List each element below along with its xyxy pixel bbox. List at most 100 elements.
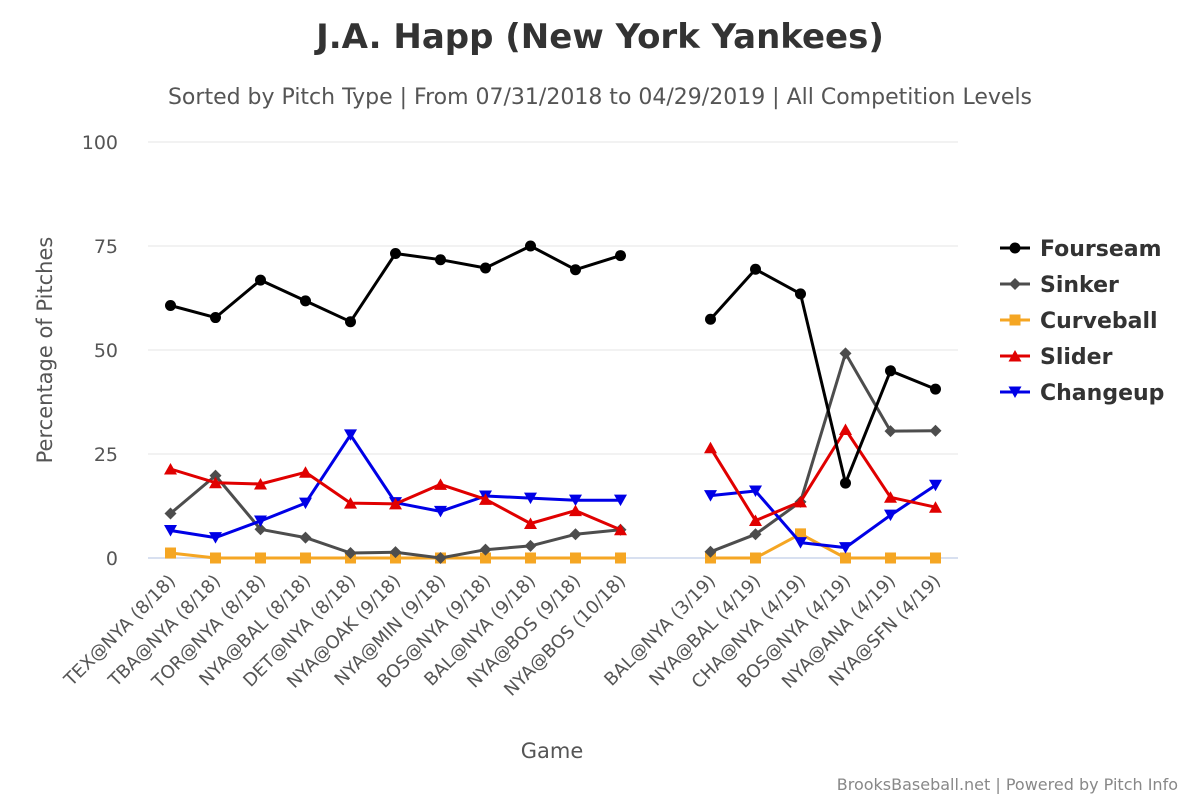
legend-item-curveball: Curveball (1000, 309, 1158, 334)
chart-subtitle: Sorted by Pitch Type | From 07/31/2018 t… (168, 85, 1032, 110)
legend-item-changeup: Changeup (1000, 381, 1164, 406)
point-sinker (344, 547, 357, 560)
series-fourseam (165, 240, 941, 489)
point-slider (929, 501, 942, 513)
point-sinker (254, 523, 267, 536)
legend: Fourseam Sinker Curveball Slider Changeup (1000, 237, 1164, 406)
chart-title: J.A. Happ (New York Yankees) (314, 17, 884, 57)
point-changeup (794, 537, 807, 549)
point-slider (569, 504, 582, 517)
point-changeup (254, 515, 267, 527)
y-tick-label: 50 (94, 340, 118, 362)
legend-marker (1008, 386, 1022, 398)
point-fourseam (930, 383, 941, 395)
point-slider (434, 478, 447, 490)
point-changeup (884, 509, 897, 522)
y-tick-label: 100 (82, 132, 118, 154)
series-line-sinker-1 (709, 351, 937, 554)
point-slider (254, 477, 267, 490)
point-curveball (255, 552, 266, 564)
series-group (164, 240, 942, 564)
point-fourseam (705, 313, 716, 325)
point-curveball (840, 552, 851, 564)
point-slider (704, 441, 717, 454)
y-tick-label: 25 (94, 444, 118, 466)
series-line-changeup-0 (169, 433, 622, 540)
point-slider (749, 514, 762, 527)
point-sinker (164, 507, 177, 520)
point-fourseam (795, 288, 806, 300)
point-slider (344, 497, 357, 509)
point-curveball (885, 552, 896, 564)
point-curveball (930, 552, 941, 564)
legend-label: Fourseam (1040, 237, 1162, 262)
point-fourseam (210, 312, 221, 324)
y-axis-label: Percentage of Pitches (33, 237, 57, 464)
point-sinker (929, 424, 942, 437)
legend-label: Slider (1040, 345, 1113, 370)
point-changeup (524, 492, 537, 505)
point-changeup (839, 542, 852, 554)
legend-item-slider: Slider (1000, 345, 1113, 370)
point-slider (524, 517, 537, 529)
point-fourseam (570, 264, 581, 276)
point-fourseam (390, 247, 401, 259)
point-sinker (209, 469, 222, 482)
point-changeup (209, 532, 222, 544)
point-slider (839, 423, 852, 435)
point-curveball (525, 552, 536, 564)
point-sinker (389, 546, 402, 559)
x-axis-label: Game (521, 739, 584, 763)
point-fourseam (750, 263, 761, 275)
legend-marker (1009, 314, 1021, 326)
point-changeup (344, 429, 357, 441)
legend-marker (1009, 278, 1021, 290)
point-slider (389, 497, 402, 510)
x-axis-ticks: TEX@NYA (8/18)TBA@NYA (8/18)TOR@NYA (8/1… (60, 571, 945, 701)
point-changeup (569, 494, 582, 507)
point-changeup (704, 490, 717, 502)
point-sinker (479, 543, 492, 556)
point-curveball (300, 552, 311, 564)
point-curveball (210, 552, 221, 564)
series-line-changeup-1 (709, 483, 937, 550)
grid-lines (148, 141, 958, 559)
point-fourseam (525, 240, 536, 252)
point-sinker (434, 552, 447, 564)
point-slider (299, 466, 312, 478)
point-slider (164, 462, 177, 475)
point-fourseam (255, 274, 266, 286)
series-sinker (164, 347, 942, 564)
point-slider (884, 491, 897, 503)
point-sinker (704, 545, 717, 558)
legend-item-sinker: Sinker (1000, 273, 1119, 298)
legend-label: Sinker (1040, 273, 1119, 298)
point-curveball (165, 547, 176, 559)
point-sinker (749, 528, 762, 541)
series-line-slider-1 (709, 428, 937, 523)
credits: BrooksBaseball.net | Powered by Pitch In… (837, 775, 1178, 794)
legend-label: Curveball (1040, 309, 1158, 334)
series-line-fourseam-1 (709, 267, 937, 485)
point-changeup (299, 497, 312, 510)
legend-item-fourseam: Fourseam (1000, 237, 1162, 262)
point-curveball (795, 528, 806, 540)
point-fourseam (480, 262, 491, 274)
point-slider (794, 495, 807, 508)
point-sinker (524, 539, 537, 552)
point-slider (209, 476, 222, 489)
point-fourseam (885, 365, 896, 377)
series-changeup (164, 429, 942, 554)
y-tick-label: 0 (106, 548, 118, 570)
point-sinker (569, 528, 582, 541)
point-fourseam (840, 477, 851, 489)
point-sinker (884, 425, 897, 438)
series-slider (164, 423, 942, 536)
point-changeup (614, 494, 627, 507)
point-fourseam (165, 299, 176, 311)
point-changeup (164, 525, 177, 537)
point-changeup (929, 479, 942, 492)
point-slider (479, 493, 492, 505)
point-sinker (839, 347, 852, 360)
point-curveball (615, 552, 626, 564)
